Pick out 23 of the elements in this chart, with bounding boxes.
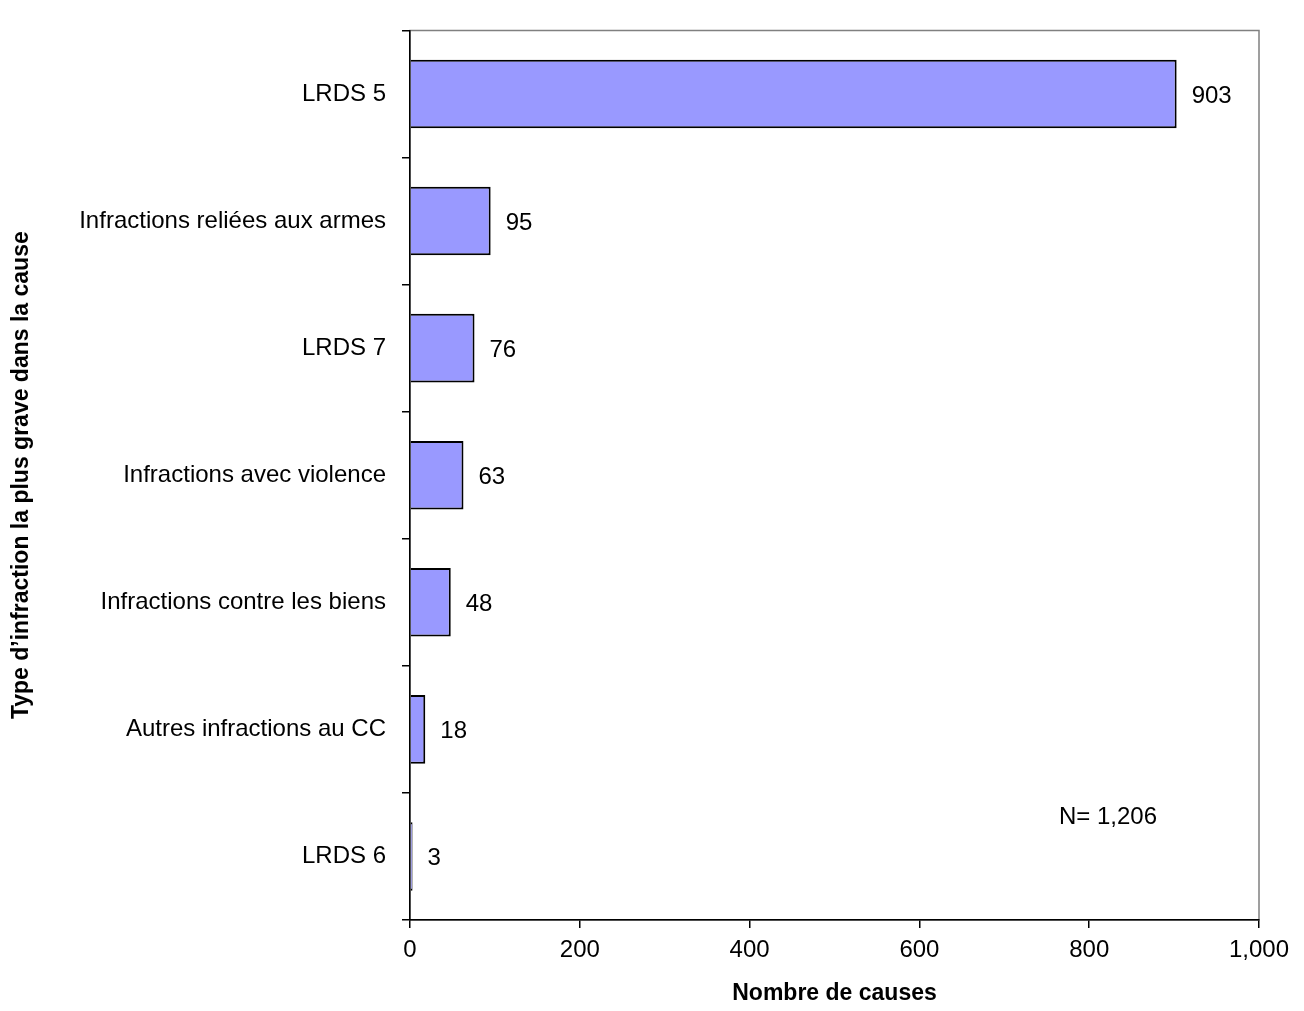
y-tick-label: Infractions reliées aux armes	[79, 205, 386, 233]
x-tick-label: 400	[729, 935, 770, 963]
y-tick-label: Autres infractions au CC	[125, 714, 386, 741]
data-label: 48	[465, 588, 493, 616]
y-tick-label: Infractions avec violence	[123, 459, 386, 487]
x-tick-label: 0	[403, 935, 417, 963]
y-tick-label: LRDS 7	[301, 332, 386, 360]
y-tick-label: LRDS 5	[301, 78, 386, 106]
y-tick-label: LRDS 6	[301, 841, 386, 869]
annotation: N= 1,206	[1058, 801, 1157, 829]
x-tick-label: 200	[559, 935, 600, 963]
x-tick-label: 600	[899, 935, 940, 963]
x-axis-title: Nombre de causes	[732, 978, 937, 1005]
y-tick-label: Infractions contre les biens	[100, 586, 386, 614]
data-label: 3	[427, 843, 441, 871]
data-label: 95	[505, 207, 533, 235]
data-label: 76	[489, 334, 517, 362]
data-label: 903	[1191, 80, 1232, 108]
data-label: 18	[440, 716, 467, 743]
x-tick-label: 800	[1069, 935, 1110, 963]
data-label: 63	[478, 461, 506, 489]
y-axis-title: Type d’infraction la plus grave dans la cause	[7, 231, 34, 720]
x-tick-label: 1,000	[1228, 935, 1290, 963]
